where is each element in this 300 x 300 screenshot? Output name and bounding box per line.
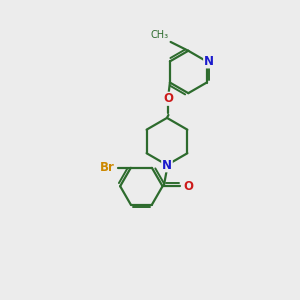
Text: N: N (162, 158, 172, 172)
Text: CH₃: CH₃ (150, 31, 168, 40)
Text: O: O (164, 92, 173, 105)
Text: O: O (184, 180, 194, 193)
Text: N: N (204, 55, 214, 68)
Text: Br: Br (100, 161, 115, 174)
